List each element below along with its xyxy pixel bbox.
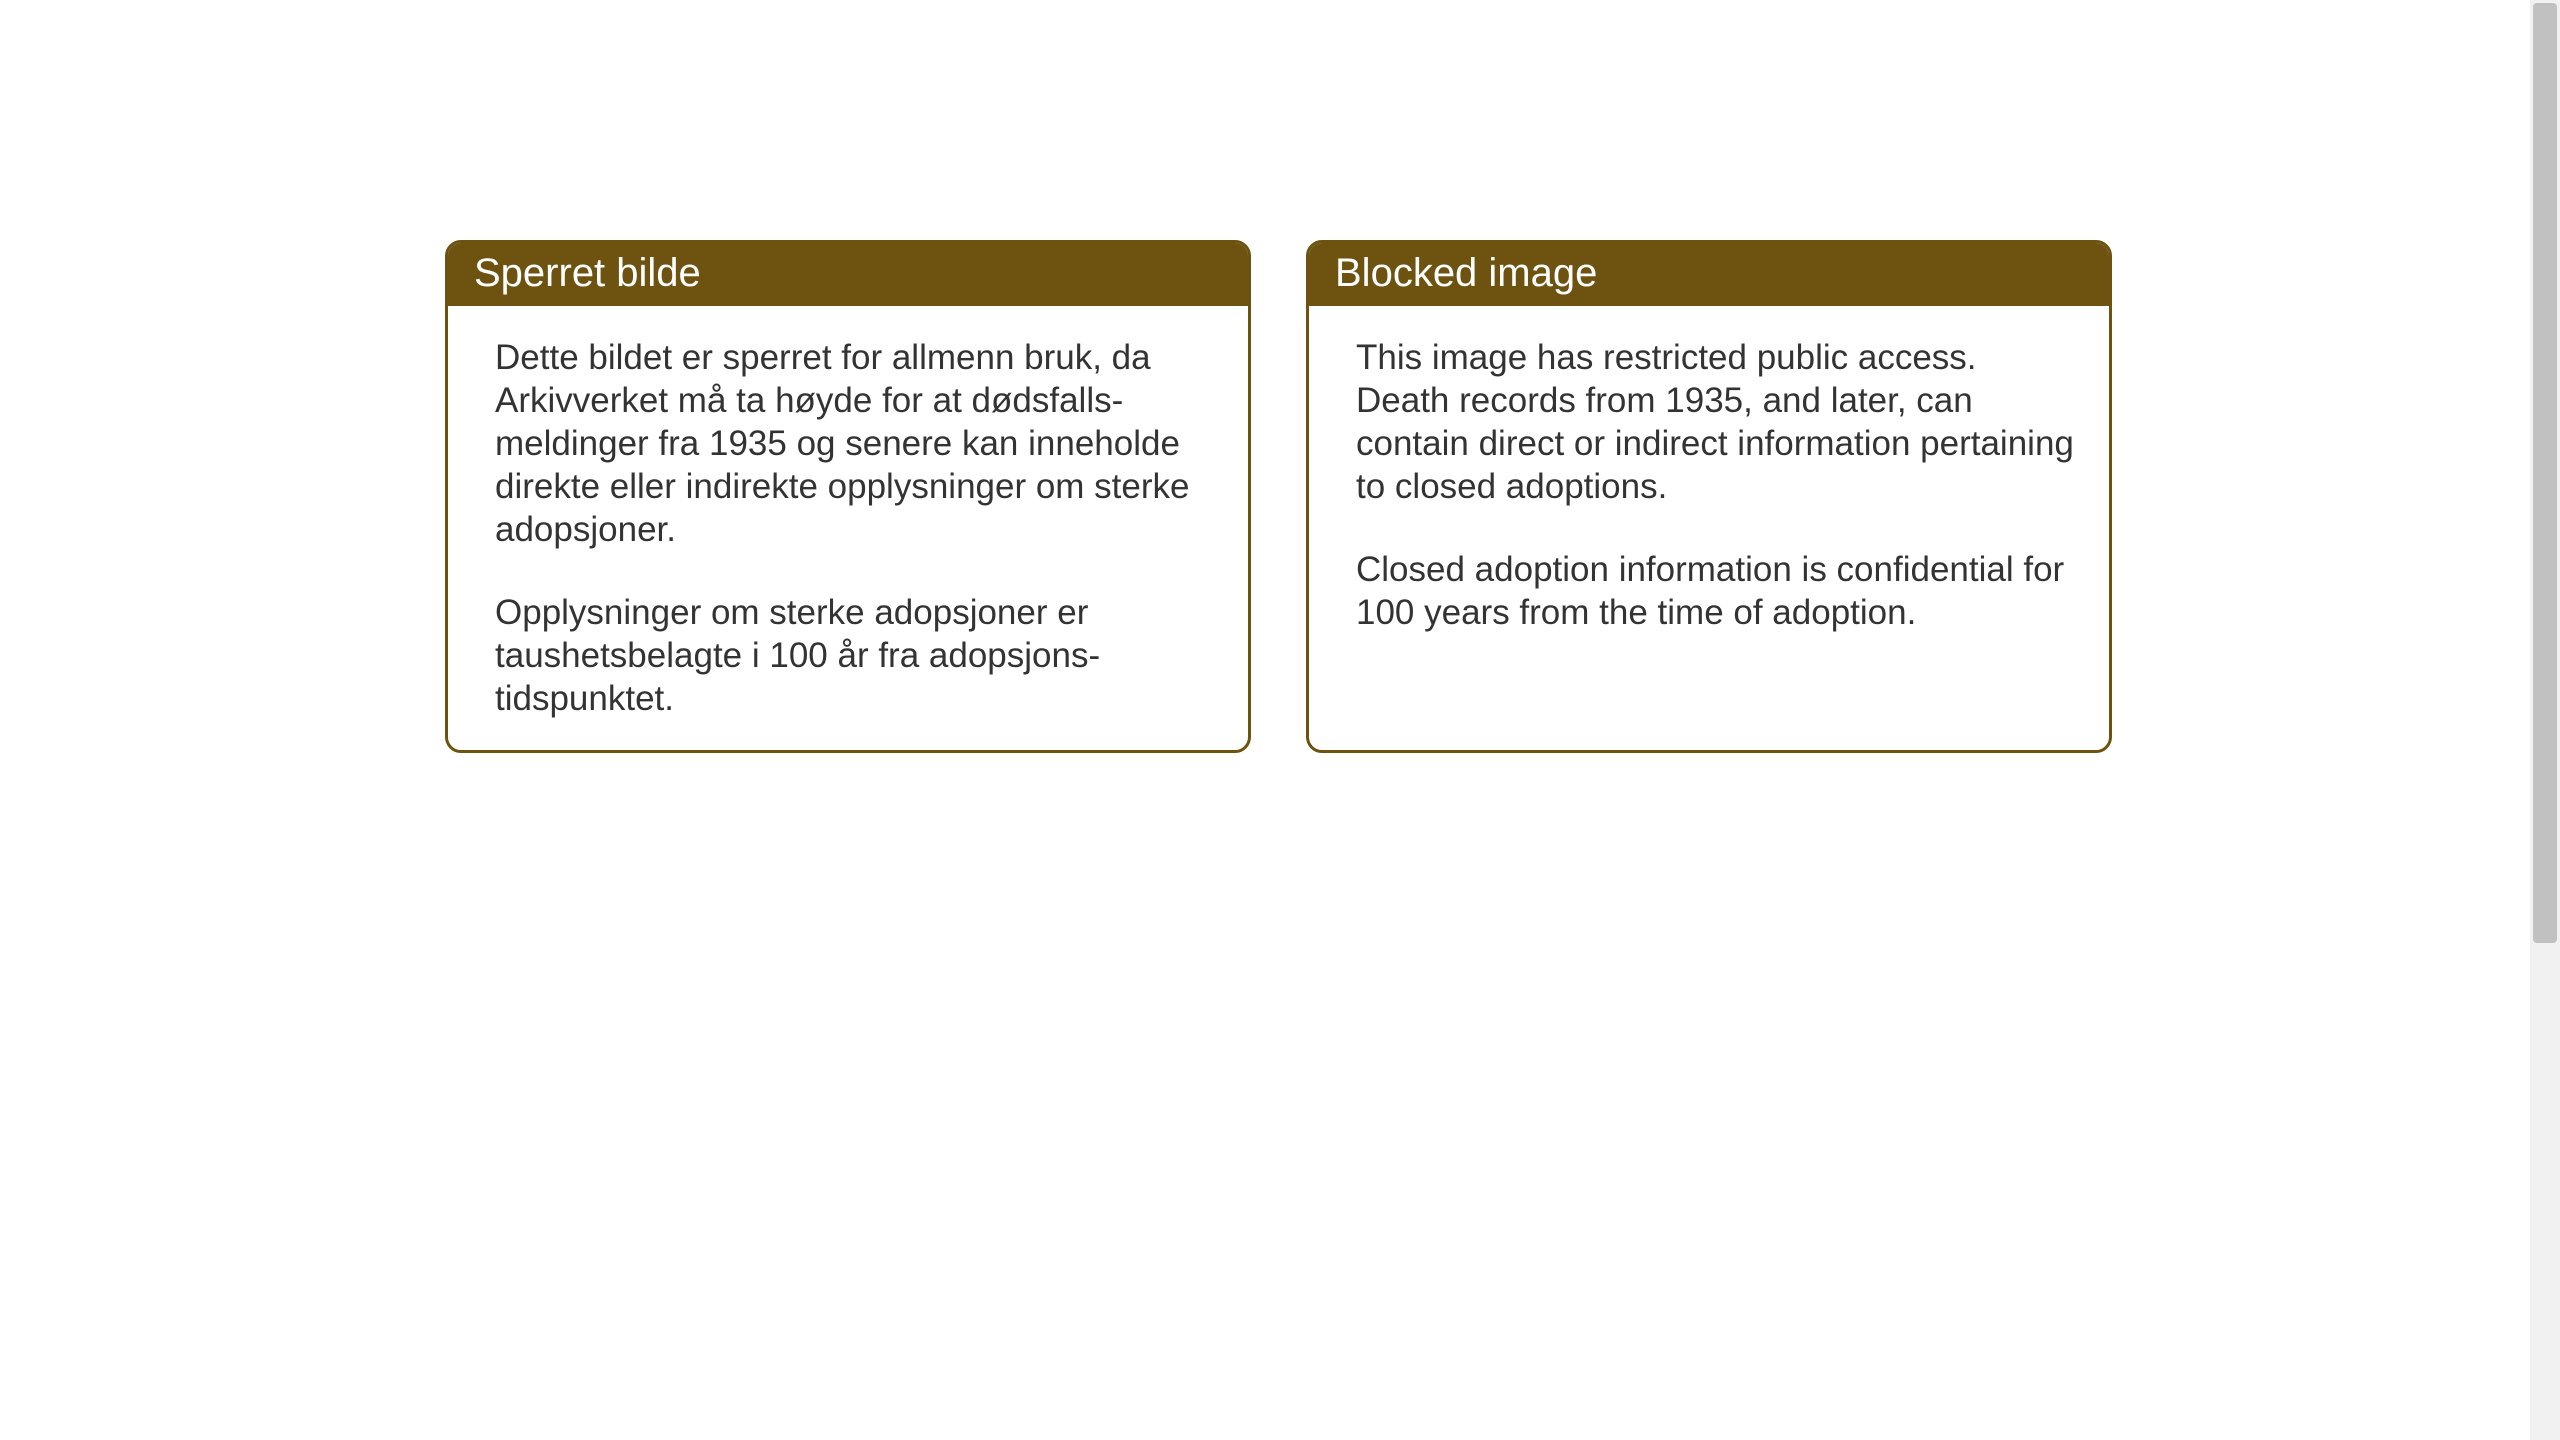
card-paragraph-english-1: This image has restricted public access.… (1356, 336, 2079, 508)
notice-card-norwegian: Sperret bilde Dette bildet er sperret fo… (445, 240, 1251, 753)
scrollbar-track[interactable] (2530, 0, 2560, 1440)
card-paragraph-english-2: Closed adoption information is confident… (1356, 548, 2079, 634)
card-paragraph-norwegian-2: Opplysninger om sterke adopsjoner er tau… (495, 591, 1218, 720)
notice-card-english: Blocked image This image has restricted … (1306, 240, 2112, 753)
card-title-english: Blocked image (1335, 251, 1597, 295)
card-body-english: This image has restricted public access.… (1309, 306, 2109, 676)
scrollbar-thumb[interactable] (2533, 3, 2557, 943)
notice-container: Sperret bilde Dette bildet er sperret fo… (445, 240, 2112, 753)
card-paragraph-norwegian-1: Dette bildet er sperret for allmenn bruk… (495, 336, 1218, 551)
card-title-norwegian: Sperret bilde (474, 251, 701, 295)
card-body-norwegian: Dette bildet er sperret for allmenn bruk… (448, 306, 1248, 753)
card-header-norwegian: Sperret bilde (448, 243, 1248, 306)
card-header-english: Blocked image (1309, 243, 2109, 306)
